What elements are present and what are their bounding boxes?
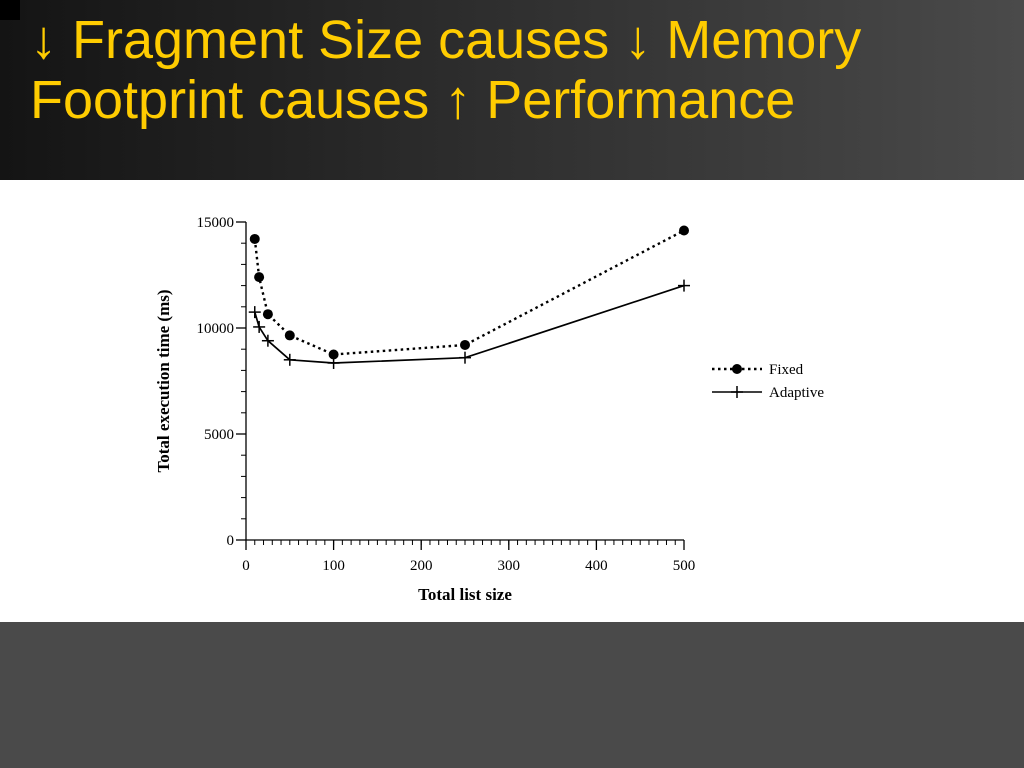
series-line-adaptive [253, 284, 685, 364]
data-point-fixed [262, 309, 273, 320]
x-tick-label: 200 [410, 558, 433, 574]
title-line-2: Footprint causes ↑ Performance [30, 70, 796, 130]
slide-title: ↓ Fragment Size causes ↓ Memory Footprin… [30, 10, 1010, 130]
minor-ticks [241, 221, 685, 545]
x-tick-label: 500 [673, 558, 696, 574]
series-fixed [249, 225, 689, 360]
y-axis-label: Total execution time (ms) [154, 289, 173, 472]
chart-axes [245, 222, 684, 541]
x-tick-label: 400 [585, 558, 608, 574]
series-adaptive [248, 279, 690, 369]
x-tick-label: 100 [322, 558, 345, 574]
y-tick-label: 10000 [197, 321, 235, 337]
legend-marker-adaptive [731, 386, 743, 398]
chart-legend: Fixed Adaptive [712, 362, 824, 401]
x-tick-label: 0 [242, 558, 250, 574]
y-tick-label: 0 [227, 533, 235, 549]
legend-item-fixed: Fixed [712, 362, 804, 378]
data-point-fixed [249, 233, 260, 244]
y-tick-label: 5000 [204, 427, 234, 443]
y-tick-label: 15000 [197, 215, 235, 231]
legend-item-adaptive: Adaptive [712, 385, 824, 401]
data-point-fixed [460, 339, 470, 350]
series-line-fixed [253, 229, 685, 356]
slide-header: ↓ Fragment Size causes ↓ Memory Footprin… [0, 0, 1024, 180]
data-point-fixed [254, 272, 265, 283]
data-point-fixed [679, 225, 689, 236]
data-point-adaptive [327, 356, 340, 369]
data-point-adaptive [459, 351, 471, 364]
data-point-adaptive [283, 353, 296, 366]
legend-label-fixed: Fixed [769, 362, 804, 378]
data-point-adaptive [253, 320, 266, 333]
data-point-fixed [284, 330, 295, 341]
legend-marker-fixed [732, 364, 742, 374]
title-line-1: ↓ Fragment Size causes ↓ Memory [30, 10, 862, 70]
major-ticks [236, 221, 685, 550]
chart-area: 0 100 200 300 400 500 0 5000 10000 15000 Total li… [0, 180, 1024, 622]
x-tick-label: 300 [498, 558, 521, 574]
slide-footer [0, 622, 1024, 768]
legend-label-adaptive: Adaptive [769, 385, 824, 401]
data-point-adaptive [261, 334, 274, 347]
corner-mark [0, 0, 20, 20]
data-point-adaptive [678, 279, 690, 292]
data-point-fixed [328, 349, 339, 360]
series-layer [248, 225, 690, 369]
x-axis-label: Total list size [418, 585, 512, 604]
data-point-adaptive [248, 306, 261, 319]
